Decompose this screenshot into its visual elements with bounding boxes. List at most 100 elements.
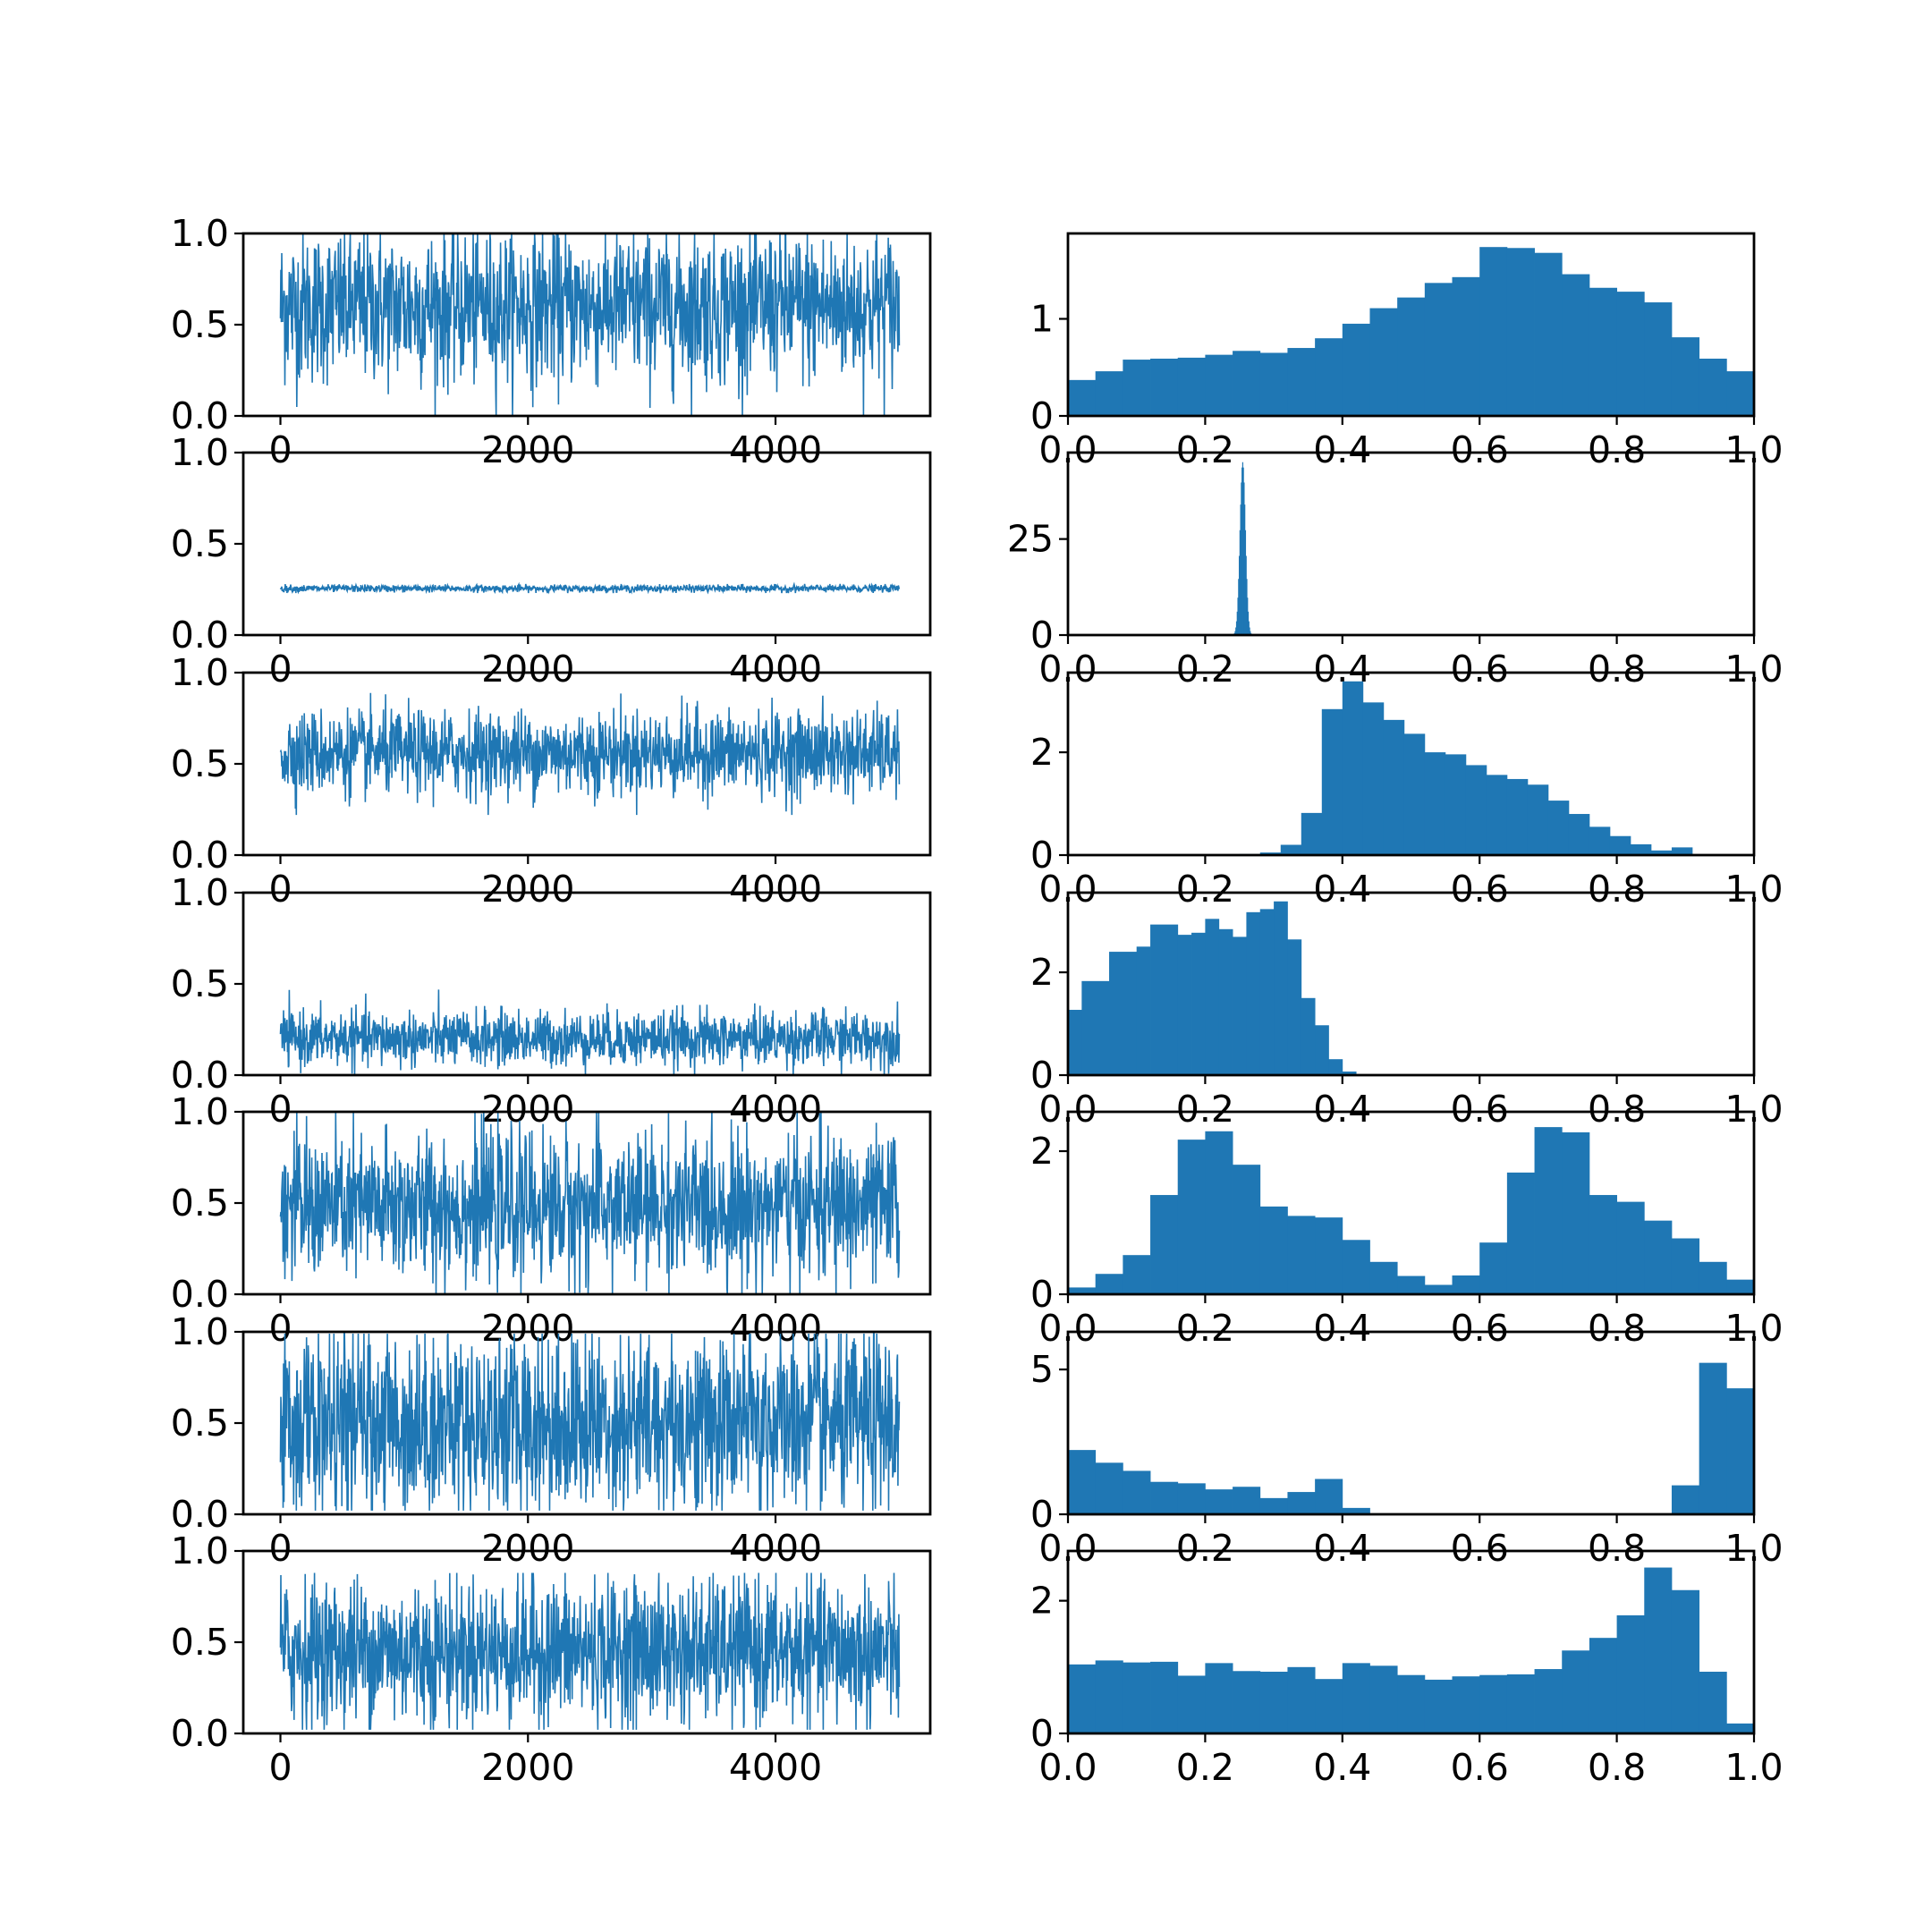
hist-bar [1547, 801, 1570, 855]
hist-bar [1274, 901, 1288, 1075]
hist-bar [1233, 1487, 1261, 1514]
hist-bar [1589, 287, 1617, 416]
hist-bar [1235, 621, 1238, 635]
hist-bar [1328, 1059, 1343, 1075]
trace-5: 0.0 0.5 1.0 0 2000 4000 [171, 1090, 932, 1350]
trace-line [279, 1333, 901, 1511]
hist-bar [1726, 1388, 1755, 1514]
trace-line [279, 989, 901, 1076]
hist-bar [1452, 1275, 1480, 1294]
hist-bar [1259, 1672, 1288, 1733]
hist-bar [1315, 1479, 1343, 1514]
hist-bar [1259, 1206, 1288, 1294]
y-tick-label: 1 [1030, 297, 1054, 340]
y-tick-label: 25 [1007, 518, 1054, 561]
hist-bar [1397, 1674, 1426, 1733]
hist-bar [1562, 1650, 1590, 1733]
x-tick-label: 0.2 [1176, 1527, 1234, 1570]
hist-bar [1644, 1220, 1673, 1294]
hist-bar [1699, 1362, 1727, 1514]
hist-bar [1534, 252, 1563, 416]
hist-bar [1244, 504, 1246, 635]
hist-bar [1362, 702, 1385, 855]
axes-frame [1066, 1549, 1756, 1735]
y-tick-label: 2 [1030, 731, 1054, 774]
hist-bar [1726, 371, 1755, 416]
hist-bar [1123, 1662, 1151, 1733]
axes-frame [1066, 1110, 1756, 1296]
x-tick-label: 4000 [729, 868, 822, 911]
hist-bar [1068, 1287, 1097, 1294]
hist-bar [1506, 248, 1535, 416]
hist-bar [1609, 835, 1631, 855]
y-tick-label: 1.0 [171, 1310, 229, 1353]
hist-bar [1726, 1723, 1755, 1733]
hist-bar [1650, 850, 1673, 855]
x-tick-label: 0.8 [1588, 1307, 1646, 1350]
x-tick-label: 2000 [481, 428, 574, 471]
hist-bar [1424, 283, 1453, 416]
hist-bar [1506, 1172, 1535, 1294]
hist-bar [1465, 765, 1487, 855]
x-tick-label: 2000 [481, 1307, 574, 1350]
hist-bar [1177, 357, 1206, 416]
hist-bar [1562, 1131, 1590, 1294]
hist-bar [1246, 579, 1248, 635]
hist-6: 050.0 0.2 0.4 0.6 0.8 1.0 [1030, 1330, 1784, 1570]
x-tick-label: 0.6 [1451, 1527, 1509, 1570]
trace-line [279, 233, 901, 417]
hist-bar [1424, 752, 1446, 855]
hist-bar [1234, 631, 1236, 635]
hist-bar [1150, 358, 1179, 416]
axes-frame [242, 451, 932, 637]
x-tick-label: 0.2 [1176, 1746, 1234, 1789]
x-tick-label: 4000 [729, 1746, 822, 1789]
trace-6: 0.0 0.5 1.0 0 2000 4000 [171, 1310, 932, 1570]
x-tick-label: 0.8 [1588, 1527, 1646, 1570]
hist-bar [1671, 847, 1693, 855]
x-tick-label: 0.2 [1176, 428, 1234, 471]
x-tick-label: 0 [268, 1307, 292, 1350]
hist-bar [1177, 1483, 1206, 1514]
hist-bar [1630, 843, 1652, 855]
hist-bar [1150, 1195, 1179, 1294]
hist-bar [1342, 1507, 1370, 1514]
x-tick-label: 0 [268, 648, 292, 691]
hist-bar [1241, 467, 1243, 635]
hist-bar [1616, 292, 1645, 416]
hist-bar [1342, 1071, 1357, 1075]
hist-bar [1095, 1462, 1123, 1514]
x-tick-label: 0 [268, 1088, 292, 1131]
hist-bar [1616, 1614, 1645, 1733]
trace-2: 0.0 0.5 1.0 0 2000 4000 [171, 431, 932, 691]
y-tick-label: 0.5 [171, 522, 229, 565]
hist-bar [1562, 274, 1590, 416]
trace-line [279, 581, 901, 595]
hist-bar [1397, 297, 1426, 416]
hist-bar [1671, 1589, 1700, 1733]
hist-bar [1479, 1242, 1508, 1294]
trace-line [279, 1111, 901, 1295]
hist-5: 020.0 0.2 0.4 0.6 0.8 1.0 [1030, 1110, 1784, 1350]
hist-bar [1233, 1165, 1261, 1294]
hist-bar [1123, 1255, 1151, 1294]
hist-bar [1383, 719, 1405, 855]
hist-bar [1205, 1663, 1233, 1733]
hist-bar [1259, 352, 1288, 416]
y-tick-label: 1.0 [171, 431, 229, 474]
x-tick-label: 0.2 [1176, 648, 1234, 691]
y-tick-label: 1.0 [171, 212, 229, 255]
hist-bar [1452, 1676, 1480, 1733]
hist-bar [1342, 1240, 1370, 1294]
x-tick-label: 0.6 [1451, 428, 1509, 471]
hist-bar [1095, 371, 1123, 416]
x-tick-label: 0.4 [1313, 1746, 1371, 1789]
hist-4: 020.0 0.2 0.4 0.6 0.8 1.0 [1030, 891, 1784, 1131]
hist-bar [1247, 611, 1250, 635]
hist-bar [1068, 1010, 1082, 1075]
y-tick-label: 5 [1030, 1348, 1054, 1391]
y-tick-label: 0.0 [171, 1054, 229, 1097]
hist-bar [1369, 1665, 1398, 1733]
hist-bar [1205, 1489, 1233, 1514]
hist-bar [1342, 681, 1364, 855]
